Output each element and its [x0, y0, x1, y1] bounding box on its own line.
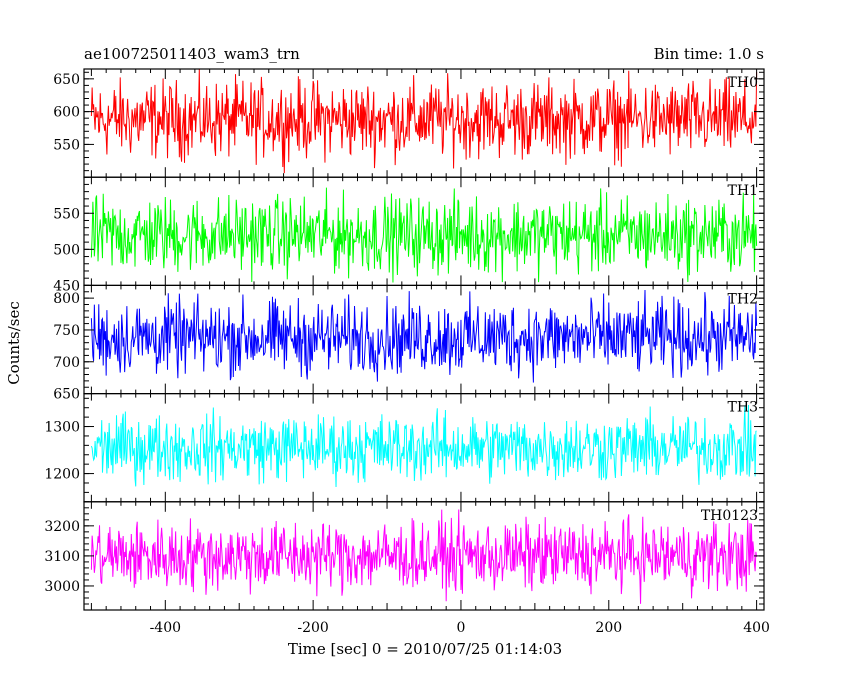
panel-th0: 550 600 650 TH0: [53, 68, 765, 178]
panel-label: TH0: [728, 75, 758, 91]
panel-th3: 1200 1300 TH3: [44, 393, 765, 503]
y-tick-label: 1200: [44, 467, 80, 483]
x-tick-label: 400: [743, 620, 770, 636]
panel-frame: [83, 501, 765, 611]
series-line-th1: [90, 187, 758, 283]
y-tick-label: 550: [53, 137, 80, 153]
panel-th0123: 3000 3100 3200 TH0123: [44, 501, 765, 611]
panel-label: TH1: [728, 183, 758, 199]
panel-th2: 650 700 750 800 TH2: [53, 284, 765, 403]
x-tick-label: -400: [150, 620, 181, 636]
x-tick-label: 200: [595, 620, 622, 636]
y-tick-label: 600: [53, 105, 80, 121]
y-tick-label: 3100: [44, 549, 80, 565]
y-tick-label: 650: [53, 387, 80, 403]
x-axis: -400 -200 0 200 400: [150, 620, 770, 636]
series-line-th0123: [90, 509, 758, 604]
panel-label: TH3: [728, 400, 758, 416]
x-axis-label: Time [sec] 0 = 2010/07/25 01:14:03: [288, 640, 562, 658]
panel-th1: 450 500 550 TH1: [53, 176, 765, 294]
bin-time-label: Bin time: 1.0 s: [654, 45, 764, 63]
x-tick-label: 0: [456, 620, 465, 636]
x-tick-label: -200: [297, 620, 328, 636]
y-tick-label: 500: [53, 242, 80, 258]
panels-group: 550 600 650 TH0 450 500 550 TH1 650 700 750 800 TH2 1…: [44, 68, 765, 611]
y-tick-label: 550: [53, 206, 80, 222]
y-tick-label: 3200: [44, 519, 80, 535]
series-line-th2: [90, 290, 758, 383]
y-axis-label: Counts/sec: [5, 301, 23, 385]
y-tick-label: 750: [53, 323, 80, 339]
chart-title: ae100725011403_wam3_trn: [84, 45, 300, 63]
panel-label: TH0123: [701, 508, 758, 524]
series-line-th3: [90, 404, 757, 488]
y-tick-label: 1300: [44, 420, 80, 436]
y-tick-label: 800: [53, 291, 80, 307]
y-tick-label: 450: [53, 278, 80, 294]
panel-label: TH2: [728, 291, 758, 307]
y-tick-label: 700: [53, 355, 80, 371]
y-tick-label: 650: [53, 72, 80, 88]
y-tick-label: 3000: [44, 579, 80, 595]
series-line-th0: [90, 69, 758, 174]
